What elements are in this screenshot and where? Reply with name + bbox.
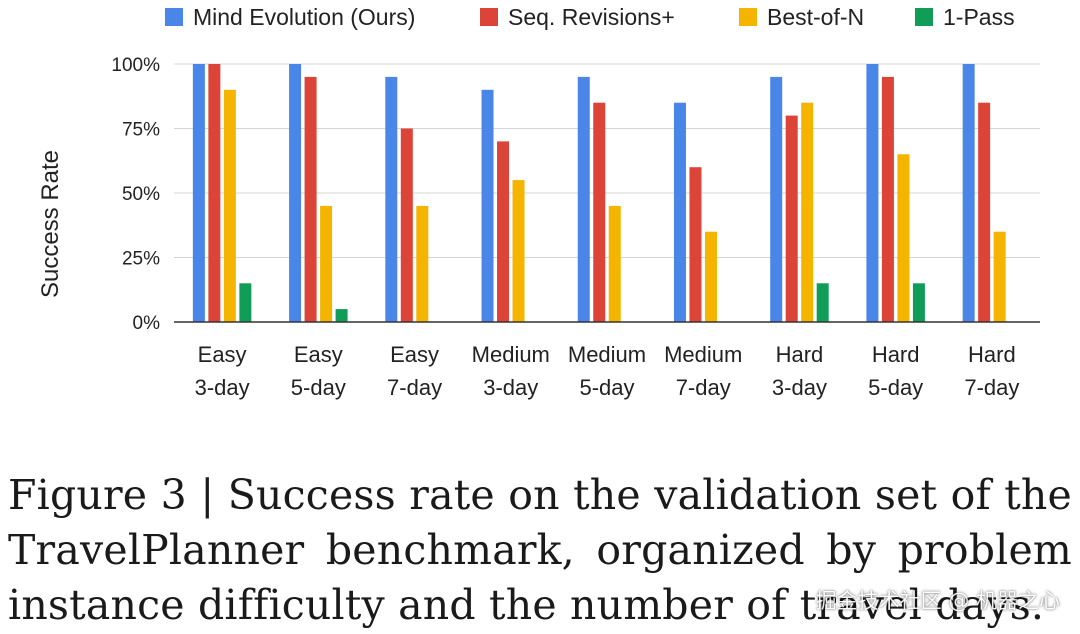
y-axis-label: Success Rate <box>37 150 64 298</box>
y-tick-label: 25% <box>122 249 160 270</box>
x-category-label: 3-day <box>772 375 827 400</box>
bar-1-2 <box>289 64 302 322</box>
x-category-label: Medium <box>664 342 742 367</box>
bar-4-2 <box>335 309 348 322</box>
x-axis-categories: Easy 3-day Easy 5-day Easy 7-day Medium 3-day Me… <box>195 342 1020 400</box>
x-category-label: 5-day <box>291 375 346 400</box>
chart-gridlines <box>174 63 1040 258</box>
x-category-label: 5-day <box>868 375 923 400</box>
bar-2-3 <box>400 128 413 322</box>
x-category-label: 3-day <box>195 375 250 400</box>
legend-label-1: Mind Evolution (Ours) <box>193 4 415 30</box>
x-category-label: 7-day <box>676 375 731 400</box>
x-category-label: 3-day <box>483 375 538 400</box>
bar-3-4 <box>512 180 525 322</box>
bar-3-7 <box>801 102 814 322</box>
x-category-label: Easy <box>390 342 439 367</box>
y-axis-ticks: 0% 25% 50% 75% 100% <box>111 55 160 334</box>
bar-3-9 <box>993 231 1006 322</box>
x-category-label: Hard <box>872 342 920 367</box>
chart-bars <box>192 64 1006 323</box>
bar-3-6 <box>704 231 717 322</box>
y-tick-label: 50% <box>122 184 160 205</box>
legend-label-4: 1-Pass <box>943 4 1015 30</box>
bar-2-7 <box>785 115 798 322</box>
bar-2-2 <box>304 76 317 323</box>
x-category-label: 5-day <box>579 375 634 400</box>
legend-swatch-1 <box>165 8 183 26</box>
bar-1-8 <box>866 64 879 322</box>
bar-1-6 <box>673 102 686 322</box>
bar-2-6 <box>689 167 702 322</box>
x-category-label: 7-day <box>387 375 442 400</box>
bar-2-9 <box>978 102 991 322</box>
y-tick-label: 100% <box>111 55 160 76</box>
x-category-label: Hard <box>968 342 1016 367</box>
x-category-label: Hard <box>776 342 824 367</box>
bar-3-8 <box>897 154 910 322</box>
bar-1-9 <box>962 64 975 322</box>
legend-swatch-3 <box>739 8 757 26</box>
bar-4-1 <box>239 283 252 322</box>
bar-3-3 <box>416 205 429 322</box>
legend-swatch-2 <box>480 8 498 26</box>
bar-3-5 <box>608 205 621 322</box>
x-category-label: Easy <box>294 342 343 367</box>
bar-1-5 <box>577 76 590 323</box>
bar-4-8 <box>912 283 925 322</box>
legend-label-2: Seq. Revisions+ <box>508 4 675 30</box>
bar-2-4 <box>497 141 510 322</box>
y-tick-label: 75% <box>122 120 160 141</box>
bar-2-5 <box>593 102 606 322</box>
bar-1-3 <box>385 76 398 323</box>
bar-3-2 <box>320 205 333 322</box>
bar-2-8 <box>881 76 894 323</box>
watermark-text: 掘金技术社区 @ 机器之心 <box>815 589 1060 613</box>
bar-2-1 <box>208 64 221 322</box>
x-category-label: Easy <box>198 342 247 367</box>
x-category-label: 7-day <box>964 375 1019 400</box>
y-tick-label: 0% <box>133 313 161 334</box>
bar-1-4 <box>481 89 494 322</box>
legend-swatch-4 <box>915 8 933 26</box>
x-category-label: Medium <box>472 342 550 367</box>
legend-label-3: Best-of-N <box>767 4 864 30</box>
chart-legend: Mind Evolution (Ours) Seq. Revisions+ Best… <box>165 4 1015 30</box>
bar-1-7 <box>770 76 783 323</box>
success-rate-bar-chart: Mind Evolution (Ours) Seq. Revisions+ Best… <box>37 4 1040 400</box>
x-category-label: Medium <box>568 342 646 367</box>
figure-caption: Figure 3 | Success rate on the validatio… <box>8 471 1072 629</box>
bar-4-7 <box>816 283 829 322</box>
bar-1-1 <box>192 64 205 322</box>
bar-3-1 <box>223 89 236 322</box>
